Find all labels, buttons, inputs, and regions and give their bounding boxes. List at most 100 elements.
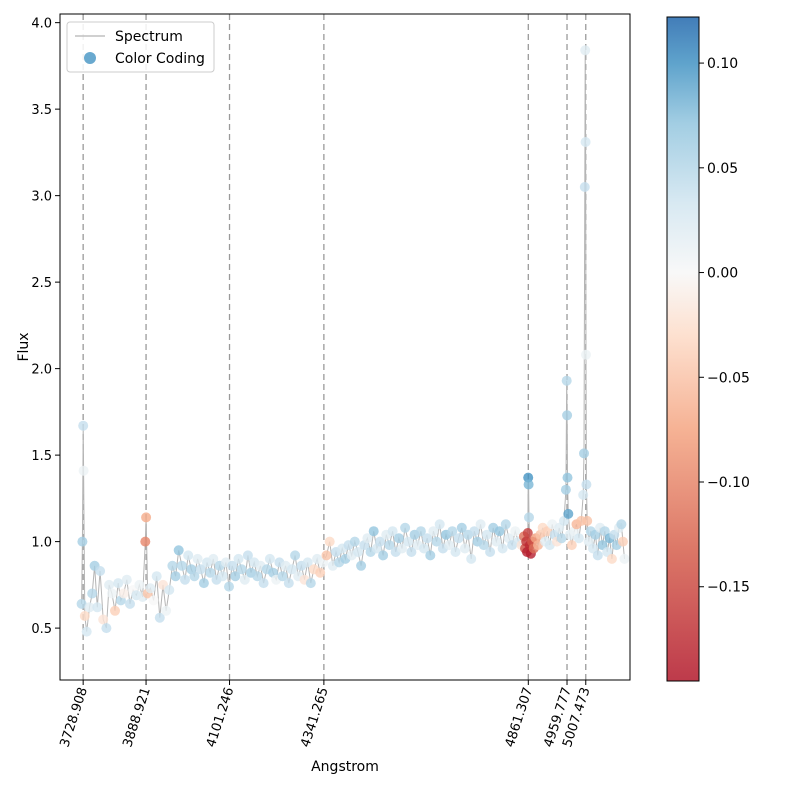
spectrum-point (579, 182, 590, 192)
spectrum-point (76, 598, 87, 609)
spectrum-point (195, 564, 206, 575)
spectrum-point (619, 553, 630, 564)
spectrum-point (176, 560, 187, 571)
spectrum-point (286, 564, 297, 575)
spectrum-point (606, 553, 617, 564)
spectrum-point (384, 540, 395, 551)
spectrum-point (154, 612, 165, 623)
spectrum-point (101, 623, 112, 634)
spectrum-point (459, 543, 470, 554)
colorbar-tick-label: −0.10 (707, 475, 750, 491)
spectrum-point (353, 547, 363, 557)
spectrum-point (592, 550, 603, 561)
spectrum-point (578, 489, 589, 500)
spectrum-point (110, 605, 120, 616)
plot-frame (59, 13, 631, 681)
spectrum-point (217, 571, 228, 582)
spectrum-point (173, 545, 184, 556)
spectrum-point (581, 479, 592, 490)
legend-box (66, 21, 215, 73)
spectrum-point (469, 526, 480, 537)
spectrum-point (198, 578, 209, 589)
spectrum-point (252, 571, 263, 582)
spectrum-point (180, 574, 190, 585)
spectrum-point (616, 519, 627, 530)
spectrum-point (258, 578, 269, 589)
spectrum-point (425, 550, 436, 561)
spectrum-point (224, 581, 234, 592)
spectrum-point (283, 578, 294, 589)
colorbar-ticks: 0.10 0.05 0.00 −0.05 −0.10 −0.15 (699, 56, 750, 596)
spectrum-point (478, 540, 489, 551)
spectrum-point (556, 533, 567, 544)
spectrum-point (324, 536, 335, 547)
spectrum-line (81, 50, 625, 632)
spectrum-point (277, 571, 288, 582)
spectrum-point (233, 553, 244, 564)
spectrum-point (121, 574, 132, 585)
spectrum-point (145, 583, 156, 594)
y-axis-label: Flux (16, 332, 32, 361)
colorbar-tick-label: 0.10 (707, 56, 738, 72)
spectrum-point (167, 560, 178, 571)
spectrum-point (599, 526, 610, 537)
spectrum-point (434, 519, 445, 530)
spectrum-point (183, 550, 194, 561)
spectrum-point (302, 557, 313, 568)
spectrum-point (415, 526, 426, 537)
spectrum-point (497, 543, 508, 554)
y-tick-label: 2.5 (31, 276, 52, 291)
spectrum-point (422, 533, 433, 544)
spectrum-point (566, 540, 577, 551)
spectrum-point (428, 526, 439, 537)
spectrum-point (95, 566, 106, 576)
spectrum-point (447, 526, 458, 537)
spectrum-point (375, 536, 385, 547)
spectrum-point (236, 564, 247, 575)
spectrum-point (192, 553, 203, 564)
spectrum-point (290, 550, 301, 561)
spectrum-point (81, 626, 92, 637)
spectrum-point (617, 536, 628, 547)
spectrum-point (208, 553, 219, 564)
y-tick-label: 4.0 (31, 17, 52, 32)
spectrum-point (573, 533, 584, 544)
spectrum-point (140, 536, 151, 547)
x-tick-label: 4341.265 (298, 686, 331, 750)
spectrum-point (148, 595, 159, 606)
x-tick-label: 3888.921 (120, 686, 153, 750)
spectrum-point (485, 547, 496, 557)
spectrum-point (500, 519, 511, 530)
spectrum-point (393, 533, 404, 544)
spectrum-point (431, 536, 442, 547)
spectrum-point (562, 472, 573, 483)
spectrum-point (151, 571, 162, 582)
legend-label-color-coding: Color Coding (115, 51, 205, 67)
spectrum-point (161, 605, 172, 616)
colorbar: 0.10 0.05 0.00 −0.05 −0.10 −0.15 (666, 16, 750, 682)
spectrum-point (560, 484, 571, 495)
y-tick-label: 3.5 (31, 103, 52, 118)
legend-label-spectrum: Spectrum (115, 29, 183, 45)
spectrum-point (134, 579, 145, 590)
spectrum-point (205, 567, 216, 578)
spectrum-point (189, 571, 200, 582)
spectrum-point (456, 522, 467, 533)
spectrum-point (481, 529, 492, 540)
spectrum-point (264, 553, 275, 564)
spectrum-point (562, 410, 573, 421)
spectrum-point (450, 547, 461, 557)
spectrum-point (580, 137, 591, 147)
spectrum-point (419, 543, 429, 554)
spectrum-point (524, 512, 534, 523)
spectrum-point (510, 526, 521, 537)
spectrum-point (523, 479, 534, 490)
spectrum-point (387, 526, 398, 537)
spectrum-point (227, 560, 238, 571)
spectrum-point (582, 515, 593, 526)
x-tick-label: 4101.246 (204, 686, 237, 750)
y-tick-label: 1.0 (31, 536, 52, 551)
spectrum-point (579, 448, 589, 459)
spectrum-point (87, 588, 98, 599)
x-axis: 3728.908 3888.921 4101.246 4341.265 4861.307… (58, 680, 594, 749)
